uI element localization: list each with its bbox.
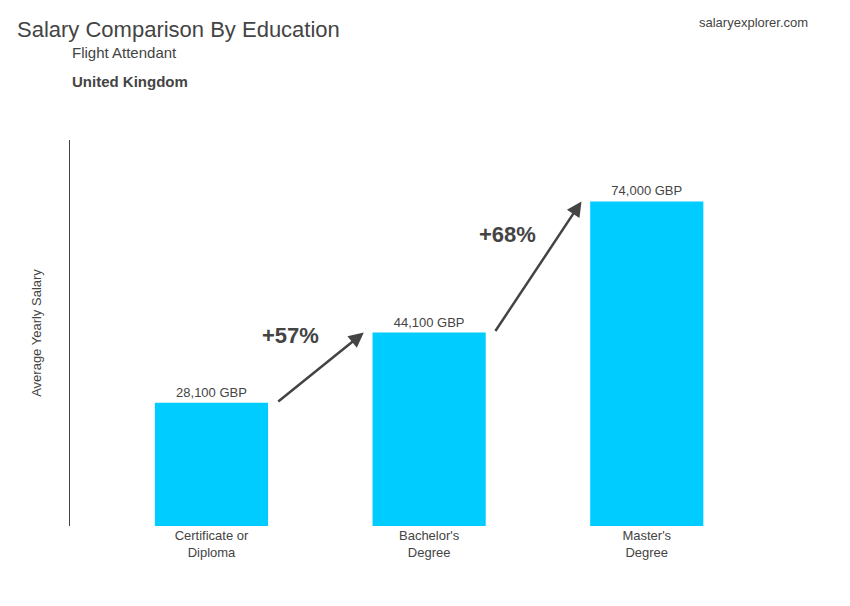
svg-text:28,100 GBP: 28,100 GBP <box>176 385 247 400</box>
svg-text:Master'sDegree: Master'sDegree <box>622 528 671 560</box>
svg-text:+68%: +68% <box>479 222 536 247</box>
svg-text:Certificate orDiploma: Certificate orDiploma <box>175 528 249 560</box>
svg-text:salaryexplorer.com: salaryexplorer.com <box>699 15 808 30</box>
svg-text:United Kingdom: United Kingdom <box>72 73 188 90</box>
svg-text:Bachelor'sDegree: Bachelor'sDegree <box>399 528 460 560</box>
svg-text:44,100 GBP: 44,100 GBP <box>394 315 465 330</box>
svg-text:Flight Attendant: Flight Attendant <box>72 44 177 61</box>
svg-text:74,000 GBP: 74,000 GBP <box>611 183 682 198</box>
svg-text:Average Yearly Salary: Average Yearly Salary <box>29 269 44 397</box>
svg-text:+57%: +57% <box>262 323 319 348</box>
svg-text:Salary Comparison By Education: Salary Comparison By Education <box>17 17 340 42</box>
